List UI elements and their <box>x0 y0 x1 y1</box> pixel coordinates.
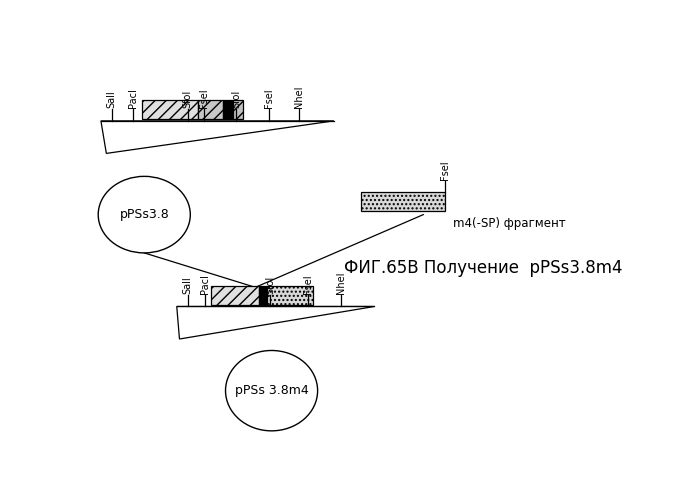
Text: FseI: FseI <box>303 274 313 294</box>
Text: SfoI: SfoI <box>266 276 275 294</box>
Text: SalI: SalI <box>182 276 193 294</box>
Text: pPSs 3.8m4: pPSs 3.8m4 <box>235 384 308 397</box>
Text: ФИГ.65В Получение  pPSs3.8m4: ФИГ.65В Получение pPSs3.8m4 <box>344 259 622 277</box>
Text: FseI: FseI <box>264 88 274 108</box>
Ellipse shape <box>98 176 190 253</box>
Text: PacI: PacI <box>201 274 210 294</box>
Text: m4(-SP) фрагмент: m4(-SP) фрагмент <box>453 217 565 230</box>
Bar <box>199 100 223 119</box>
Bar <box>141 100 199 119</box>
Text: FseI: FseI <box>199 88 209 108</box>
Text: pPSs3.8: pPSs3.8 <box>120 208 169 221</box>
Bar <box>361 192 445 211</box>
Bar <box>267 286 312 305</box>
Bar <box>211 286 259 305</box>
Text: NheI: NheI <box>294 86 303 108</box>
Bar <box>233 100 243 119</box>
Bar <box>223 100 233 119</box>
Text: NheI: NheI <box>336 271 346 294</box>
Polygon shape <box>101 121 334 154</box>
Text: FseI: FseI <box>440 160 450 180</box>
Text: SalI: SalI <box>107 90 117 108</box>
Text: PacI: PacI <box>129 88 138 108</box>
Text: SfoI: SfoI <box>182 90 193 108</box>
Ellipse shape <box>226 350 317 431</box>
Text: SfoI: SfoI <box>231 90 241 108</box>
Polygon shape <box>177 307 375 339</box>
Bar <box>259 286 267 305</box>
